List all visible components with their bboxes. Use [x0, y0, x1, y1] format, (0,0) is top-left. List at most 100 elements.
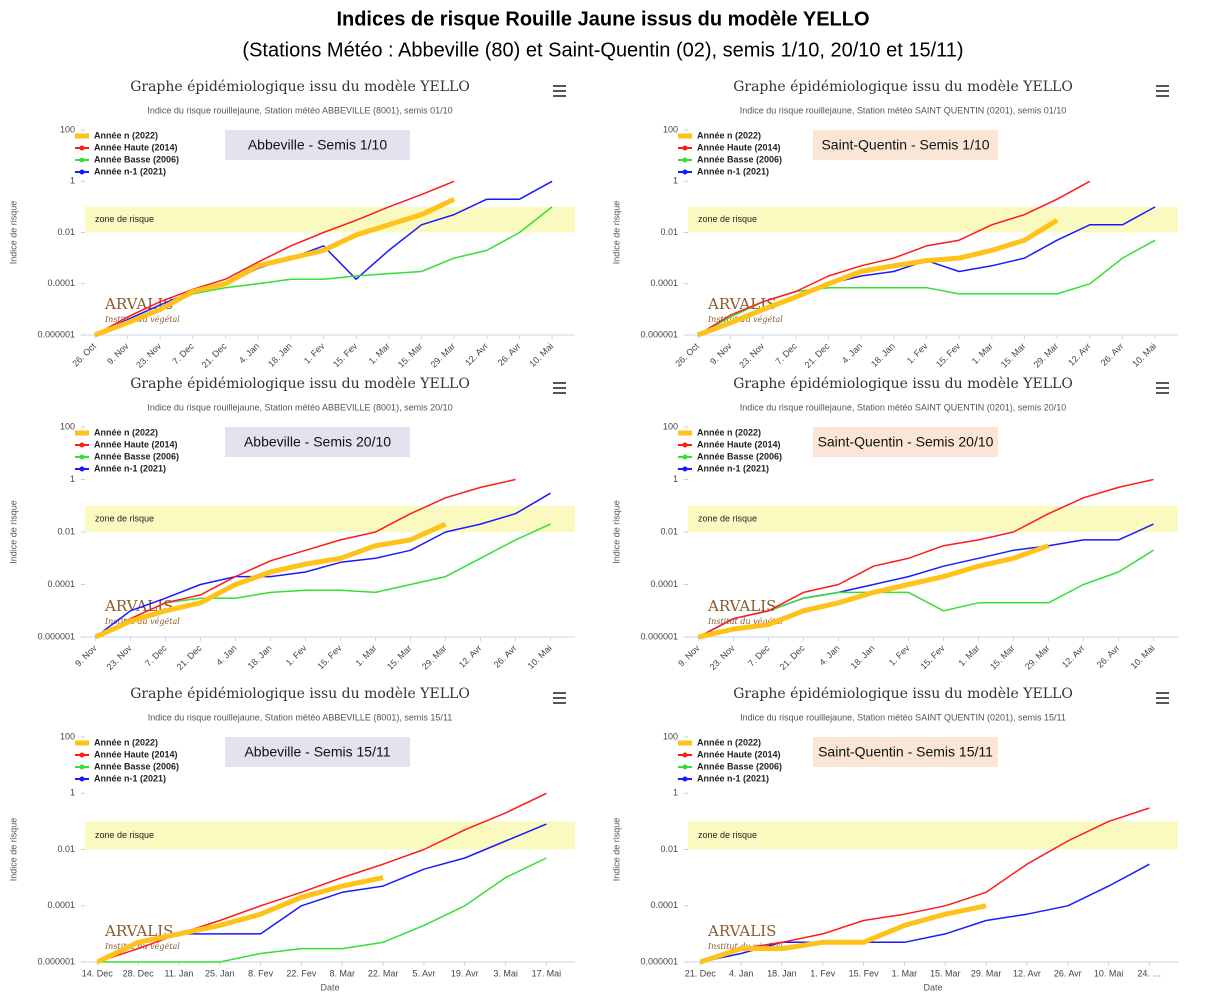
- page-title: Indices de risque Rouille Jaune issus du…: [336, 8, 869, 30]
- x-tick-label: 26. Avr: [492, 643, 519, 670]
- x-tick-label: 18. Jan: [266, 341, 294, 369]
- legend-marker: [682, 764, 688, 770]
- x-tick-label: 29. Mar: [429, 341, 458, 370]
- label-box-text: Saint-Quentin - Semis 20/10: [818, 434, 994, 450]
- risk-zone: [688, 206, 1178, 233]
- x-tick-label: 15. Fev: [849, 968, 880, 978]
- chart-panel: Graphe épidémiologique issu du modèle YE…: [8, 686, 575, 992]
- x-tick-label: 21. Dec: [803, 341, 832, 370]
- y-tick-label: 0.000001: [640, 956, 678, 966]
- risk-zone-label: zone de risque: [698, 513, 757, 523]
- series-line: [700, 807, 1150, 963]
- risk-zone: [688, 505, 1178, 532]
- y-tick-label: 1: [70, 176, 75, 186]
- legend-marker: [682, 145, 688, 151]
- x-tick-label: 11. Jan: [164, 968, 193, 978]
- menu-icon: [1156, 382, 1169, 384]
- logo-sub: Institut du végétal: [104, 617, 180, 626]
- x-tick-label: 12. Avr: [457, 643, 484, 670]
- x-tick-label: 5. Avr: [412, 968, 435, 978]
- legend-marker: [682, 454, 688, 460]
- risk-zone-label: zone de risque: [95, 513, 154, 523]
- x-tick-label: 9. Nov: [708, 341, 734, 367]
- x-tick-label: 25. Jan: [205, 968, 235, 978]
- x-tick-label: 7. Dec: [143, 643, 169, 669]
- x-tick-label: 15. Mar: [930, 968, 961, 978]
- menu-icon: [1156, 392, 1169, 394]
- series-line: [697, 543, 1050, 640]
- risk-zone-label: zone de risque: [95, 830, 154, 840]
- menu-icon: [553, 95, 566, 97]
- menu-icon: [553, 392, 566, 394]
- x-tick-label: 3. Mai: [493, 968, 518, 978]
- x-tick-label: 15. Mar: [999, 341, 1028, 370]
- y-tick-label: 0.01: [57, 526, 75, 536]
- menu-icon: [1156, 702, 1169, 704]
- x-tick-label: 4. Jan: [840, 341, 864, 365]
- y-tick-label: 1: [673, 788, 678, 798]
- x-tick-label: 7. Dec: [170, 341, 196, 367]
- chart-subtitle: Indice du risque rouillejaune, Station m…: [740, 402, 1067, 412]
- label-box: [225, 130, 410, 160]
- x-tick-label: 4. Jan: [237, 341, 261, 365]
- x-tick-label: 26. Avr: [496, 341, 523, 368]
- legend-label: Année Basse (2006): [94, 761, 179, 771]
- legend-label: Année n-1 (2021): [697, 773, 769, 783]
- y-tick-label: 0.000001: [37, 956, 75, 966]
- x-tick-label: 4. Jan: [214, 643, 238, 667]
- logo: ARVALIS: [104, 922, 173, 940]
- menu-icon: [553, 85, 566, 87]
- label-box-text: Abbeville - Semis 15/11: [244, 744, 390, 760]
- series-line: [698, 478, 1154, 638]
- series-line: [698, 549, 1154, 638]
- x-tick-label: 1. Fev: [284, 643, 309, 668]
- x-tick-label: 23. Nov: [105, 643, 134, 672]
- x-tick-label: 15. Mar: [396, 341, 425, 370]
- y-tick-label: 1: [673, 474, 678, 484]
- label-box-text: Abbeville - Semis 1/10: [248, 137, 388, 153]
- chart-subtitle: Indice du risque rouillejaune, Station m…: [740, 105, 1067, 115]
- legend-label: Année Haute (2014): [94, 439, 178, 449]
- legend-marker: [79, 442, 85, 448]
- y-tick-label: 0.0001: [47, 579, 75, 589]
- legend-label: Année Basse (2006): [94, 451, 179, 461]
- page-subtitle: (Stations Météo : Abbeville (80) et Sain…: [242, 39, 963, 61]
- x-tick-label: 1. Fev: [905, 341, 930, 366]
- y-tick-label: 100: [663, 731, 678, 741]
- chart-title: Graphe épidémiologique issu du modèle YE…: [130, 376, 470, 392]
- chart-panel: Graphe épidémiologique issu du modèle YE…: [611, 79, 1178, 370]
- menu-icon: [1156, 692, 1169, 694]
- x-tick-label: 1. Mar: [956, 643, 981, 668]
- y-tick-label: 1: [70, 788, 75, 798]
- risk-zone-label: zone de risque: [698, 830, 757, 840]
- x-tick-label: 29. Mar: [1023, 643, 1052, 672]
- x-tick-label: 4. Jan: [729, 968, 754, 978]
- x-tick-label: 22. Mar: [368, 968, 399, 978]
- x-tick-label: 1. Mar: [367, 341, 392, 366]
- y-tick-label: 100: [60, 421, 75, 431]
- legend-label: Année Basse (2006): [697, 154, 782, 164]
- y-tick-label: 0.000001: [640, 631, 678, 641]
- legend-label: Année n-1 (2021): [697, 166, 769, 176]
- x-tick-label: 7. Dec: [773, 341, 799, 367]
- series-line: [697, 180, 1091, 336]
- risk-zone: [688, 821, 1178, 850]
- series-line: [95, 492, 551, 638]
- y-tick-label: 0.01: [660, 526, 678, 536]
- x-tick-label: 26. Avr: [1054, 968, 1082, 978]
- legend-marker: [79, 145, 85, 151]
- chart-subtitle: Indice du risque rouillejaune, Station m…: [147, 402, 452, 412]
- menu-icon: [553, 692, 566, 694]
- chart-subtitle: Indice du risque rouillejaune, Station m…: [740, 712, 1066, 722]
- logo-sub: Institut du végétal: [707, 617, 783, 626]
- x-tick-label: 1. Mar: [353, 643, 378, 668]
- label-box-text: Abbeville - Semis 20/10: [244, 434, 391, 450]
- legend-marker: [79, 454, 85, 460]
- legend-label: Année Basse (2006): [697, 761, 782, 771]
- legend-marker: [682, 776, 688, 782]
- series-line: [93, 196, 456, 338]
- label-box: [225, 427, 410, 457]
- x-tick-label: 12. Avr: [463, 341, 490, 368]
- menu-icon: [1156, 85, 1169, 87]
